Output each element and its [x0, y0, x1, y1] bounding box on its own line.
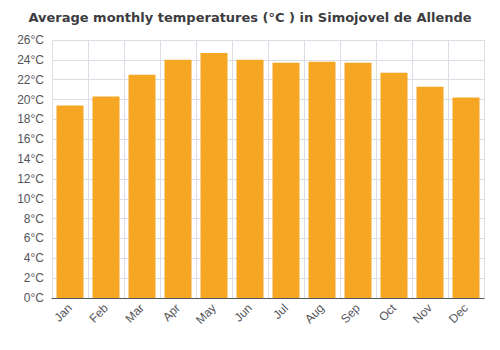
svg-text:2°C: 2°C — [24, 271, 44, 285]
svg-text:Average monthly temperatures (: Average monthly temperatures (°C ) in Si… — [28, 10, 471, 25]
svg-text:Aug: Aug — [302, 301, 327, 326]
svg-text:Feb: Feb — [86, 301, 111, 326]
svg-text:26°C: 26°C — [17, 33, 44, 47]
svg-text:Apr: Apr — [160, 301, 183, 324]
svg-text:Nov: Nov — [410, 301, 435, 326]
svg-text:14°C: 14°C — [17, 152, 44, 166]
svg-text:8°C: 8°C — [24, 212, 44, 226]
svg-text:May: May — [193, 301, 219, 327]
svg-text:20°C: 20°C — [17, 93, 44, 107]
svg-text:10°C: 10°C — [17, 192, 44, 206]
svg-text:6°C: 6°C — [24, 231, 44, 245]
svg-text:Dec: Dec — [446, 301, 471, 326]
svg-text:Oct: Oct — [376, 301, 400, 325]
svg-text:18°C: 18°C — [17, 112, 44, 126]
svg-text:24°C: 24°C — [17, 53, 44, 67]
svg-text:Jul: Jul — [270, 301, 291, 322]
svg-text:12°C: 12°C — [17, 172, 44, 186]
svg-text:22°C: 22°C — [17, 73, 44, 87]
svg-text:Jan: Jan — [51, 301, 75, 325]
svg-text:Mar: Mar — [122, 301, 147, 325]
svg-text:Jun: Jun — [231, 301, 255, 325]
svg-text:Sep: Sep — [338, 301, 363, 326]
svg-text:0°C: 0°C — [24, 291, 44, 305]
svg-text:4°C: 4°C — [24, 251, 44, 265]
svg-text:16°C: 16°C — [17, 132, 44, 146]
